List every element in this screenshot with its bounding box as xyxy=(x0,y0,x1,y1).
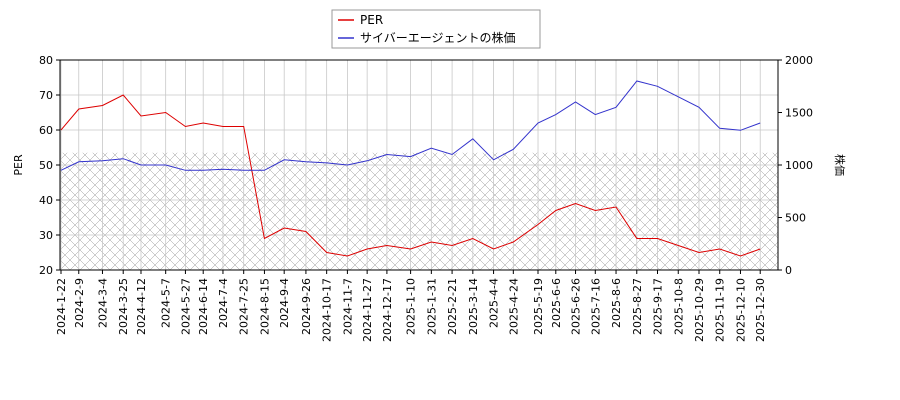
legend-box xyxy=(331,9,541,49)
series-line xyxy=(60,94,761,257)
y-tick-label: 70 xyxy=(39,89,53,102)
y-tick-label: 40 xyxy=(39,194,53,207)
x-tick-label: 2024-11-27 xyxy=(361,278,374,342)
x-tick-label: 2025-4-4 xyxy=(488,278,501,328)
y2-tick-label: 1500 xyxy=(785,107,813,120)
x-tick-label: 2024-7-25 xyxy=(238,278,251,335)
x-tick-label: 2025-10-29 xyxy=(693,278,706,342)
x-tick-label: 2024-1-22 xyxy=(55,278,68,335)
x-tick-label: 2025-1-31 xyxy=(425,278,438,335)
series-line xyxy=(60,80,761,171)
x-tick-label: 2025-7-16 xyxy=(589,278,602,335)
x-tick-label: 2024-9-26 xyxy=(300,278,313,335)
hatch-band xyxy=(60,152,778,270)
x-tick-label: 2025-3-14 xyxy=(467,278,480,335)
x-tick-label: 2024-12-17 xyxy=(381,278,394,342)
legend-label: PER xyxy=(360,13,383,27)
x-tick-label: 2025-6-6 xyxy=(550,278,563,328)
y-tick-label: 60 xyxy=(39,124,53,137)
x-tick-label: 2024-5-7 xyxy=(160,278,173,328)
x-tick-label: 2025-5-19 xyxy=(532,278,545,335)
x-tick-label: 2024-11-7 xyxy=(341,278,354,335)
x-tick-label: 2024-5-27 xyxy=(179,278,192,335)
y2-tick-label: 2000 xyxy=(785,54,813,67)
x-tick-label: 2025-11-19 xyxy=(714,278,727,342)
x-tick-label: 2025-4-24 xyxy=(507,278,520,335)
x-tick-label: 2024-4-12 xyxy=(135,278,148,335)
y-tick-label: 50 xyxy=(39,159,53,172)
x-tick-label: 2024-9-4 xyxy=(278,278,291,328)
x-tick-label: 2024-8-15 xyxy=(258,278,271,335)
x-tick-label: 2025-10-8 xyxy=(672,278,685,335)
plot-frame xyxy=(59,59,779,271)
y2-tick-label: 500 xyxy=(785,212,806,225)
legend-label: サイバーエージェントの株価 xyxy=(360,30,516,45)
y2-tick-label: 0 xyxy=(785,264,792,277)
y2-tick-label: 1000 xyxy=(785,159,813,172)
x-tick-label: 2024-3-4 xyxy=(96,278,109,328)
x-tick-label: 2025-9-17 xyxy=(652,278,665,335)
x-tick-label: 2024-7-4 xyxy=(217,278,230,328)
x-tick-label: 2024-2-9 xyxy=(73,278,86,328)
y-tick-label: 20 xyxy=(39,264,53,277)
x-tick-label: 2025-12-10 xyxy=(734,278,747,342)
y2-axis-label: 株価 xyxy=(833,154,847,176)
x-tick-label: 2024-6-14 xyxy=(197,278,210,335)
x-tick-label: 2025-1-10 xyxy=(405,278,418,335)
x-tick-label: 2025-6-26 xyxy=(570,278,583,335)
x-tick-label: 2025-2-21 xyxy=(446,278,459,335)
x-tick-label: 2025-8-27 xyxy=(631,278,644,335)
x-tick-label: 2025-8-6 xyxy=(610,278,623,328)
y-tick-label: 80 xyxy=(39,54,53,67)
y-axis-label: PER xyxy=(12,154,25,176)
y-tick-label: 30 xyxy=(39,229,53,242)
x-tick-label: 2024-10-17 xyxy=(321,278,334,342)
x-tick-label: 2025-12-30 xyxy=(754,278,767,342)
x-tick-label: 2024-3-25 xyxy=(117,278,130,335)
